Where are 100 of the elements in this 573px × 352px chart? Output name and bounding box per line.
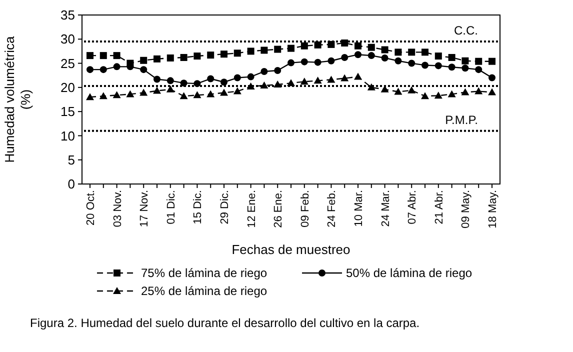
point bbox=[206, 90, 215, 98]
point bbox=[341, 54, 348, 61]
point bbox=[422, 62, 428, 69]
x-tick-label: 21 Abr. bbox=[433, 190, 446, 224]
x-tick-label: 26 Ene. bbox=[272, 190, 285, 228]
point bbox=[314, 58, 322, 66]
point bbox=[328, 40, 335, 48]
point bbox=[461, 88, 470, 96]
point bbox=[448, 64, 456, 71]
point bbox=[220, 78, 228, 86]
y-tick-label: 15 bbox=[60, 104, 75, 120]
point bbox=[86, 93, 94, 100]
y-tick-label: 10 bbox=[60, 128, 75, 144]
point bbox=[246, 82, 255, 90]
point bbox=[194, 80, 201, 88]
point bbox=[113, 63, 120, 70]
point bbox=[260, 81, 268, 88]
point bbox=[367, 83, 376, 90]
point bbox=[154, 55, 160, 62]
point bbox=[340, 74, 349, 82]
point bbox=[434, 92, 442, 99]
point bbox=[154, 76, 160, 83]
point bbox=[247, 48, 254, 55]
point bbox=[288, 44, 294, 52]
x-tick-label: 15 Dic. bbox=[192, 190, 204, 224]
point bbox=[100, 66, 107, 74]
point bbox=[448, 90, 456, 98]
x-tick-label: 03 Nov. bbox=[112, 190, 124, 228]
point bbox=[488, 74, 496, 82]
point bbox=[220, 88, 228, 96]
x-tick-label: 29 Dic. bbox=[219, 190, 231, 224]
x-tick-label: 01 Dic. bbox=[165, 190, 178, 224]
point bbox=[112, 91, 121, 98]
point bbox=[354, 42, 362, 50]
point bbox=[394, 88, 402, 95]
point bbox=[328, 57, 335, 64]
point bbox=[408, 60, 416, 67]
text: Figura 2. Humedad del suelo durante el desarrollo del cultivo en la carpa. bbox=[30, 316, 420, 330]
point bbox=[354, 72, 362, 80]
point bbox=[166, 77, 174, 84]
point bbox=[220, 50, 228, 58]
point bbox=[314, 76, 322, 84]
legend-label: 50% de lámina de riego bbox=[346, 266, 472, 280]
point bbox=[140, 66, 148, 74]
y-tick-label: 25 bbox=[60, 56, 75, 71]
point bbox=[488, 88, 496, 96]
point bbox=[488, 58, 496, 65]
point bbox=[180, 92, 188, 100]
x-tick-label: 07 Abr. bbox=[406, 190, 419, 224]
point bbox=[140, 56, 148, 64]
point bbox=[260, 68, 268, 75]
point bbox=[233, 87, 242, 94]
x-tick-label: 09 Feb. bbox=[299, 190, 312, 228]
point bbox=[368, 44, 375, 51]
x-tick-label: 20 Oct. bbox=[85, 190, 97, 226]
legend-label: 25% de lámina de riego bbox=[141, 284, 268, 298]
point bbox=[341, 40, 348, 47]
point bbox=[421, 92, 429, 100]
point bbox=[166, 54, 174, 62]
y-tick-label: 30 bbox=[60, 32, 75, 47]
point bbox=[314, 41, 322, 48]
point bbox=[300, 58, 308, 66]
point bbox=[462, 64, 469, 72]
point bbox=[287, 79, 295, 86]
point bbox=[394, 48, 402, 56]
y-tick-label: 5 bbox=[68, 152, 75, 168]
point bbox=[207, 52, 214, 59]
ref-line-label: C.C. bbox=[454, 24, 478, 38]
point bbox=[234, 50, 241, 57]
point bbox=[448, 54, 456, 61]
point bbox=[247, 73, 254, 80]
y-tick-label: 20 bbox=[60, 80, 75, 95]
point bbox=[434, 52, 442, 60]
x-tick-label: 09 May. bbox=[460, 190, 472, 228]
point bbox=[86, 66, 94, 74]
point bbox=[434, 62, 442, 70]
point bbox=[86, 52, 94, 60]
point bbox=[394, 57, 402, 64]
x-axis-title: Fechas de muestreo bbox=[232, 242, 350, 257]
point bbox=[113, 52, 120, 60]
x-tick-label: 12 Ene. bbox=[246, 190, 258, 228]
point bbox=[408, 48, 416, 56]
x-tick-label: 24 Feb. bbox=[326, 190, 338, 228]
x-tick-label: 18 May. bbox=[487, 190, 499, 228]
point bbox=[140, 88, 148, 96]
legend-label: 75% de lámina de riego bbox=[141, 266, 268, 280]
point bbox=[260, 46, 268, 54]
x-tick-label: 17 Nov. bbox=[138, 190, 151, 228]
point bbox=[166, 85, 174, 92]
y-tick-label: 0 bbox=[68, 176, 75, 192]
point bbox=[99, 92, 108, 100]
point bbox=[153, 86, 161, 94]
point bbox=[475, 66, 482, 74]
point bbox=[207, 75, 214, 82]
point bbox=[234, 74, 241, 82]
y-tick-label: 35 bbox=[60, 8, 75, 23]
point bbox=[381, 46, 388, 54]
x-tick-label: 24 Mar. bbox=[380, 190, 392, 227]
x-tick-label: 10 Mar. bbox=[353, 190, 365, 227]
point bbox=[327, 76, 336, 83]
